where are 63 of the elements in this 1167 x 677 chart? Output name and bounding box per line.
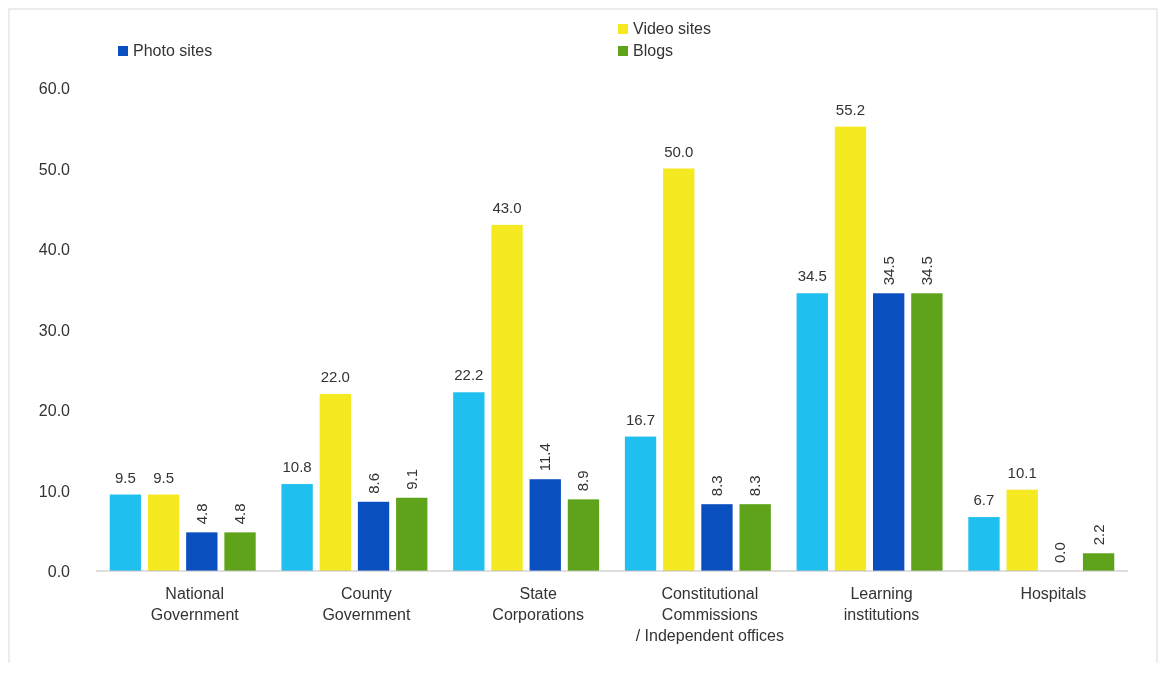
bar: [357, 501, 390, 571]
data-label: 8.6: [364, 472, 382, 494]
bar: [453, 392, 485, 571]
bar: [1082, 553, 1115, 571]
bar: [968, 517, 1000, 571]
x-tick-label: Constitutional Commissions / Independent offices: [635, 585, 784, 644]
bar: [796, 293, 828, 571]
data-label: 4.8: [192, 503, 210, 525]
x-tick-label: Learning institutions: [843, 585, 920, 623]
data-label: 10.8: [282, 458, 312, 476]
bar: [186, 532, 218, 571]
y-tick-label: 60.0: [38, 80, 71, 97]
data-label: 8.3: [707, 475, 725, 497]
data-label: 22.2: [454, 366, 484, 384]
bar: [109, 494, 142, 571]
bar: [529, 479, 561, 571]
bar: [911, 293, 943, 571]
y-tick-label: 0.0: [47, 563, 71, 580]
y-tick-label: 30.0: [38, 321, 71, 339]
bar: [281, 484, 313, 571]
legend-label: Video sites: [633, 20, 711, 37]
data-label: 0.0: [1051, 542, 1069, 563]
data-label: 9.1: [402, 468, 420, 490]
x-tick-label: Hospitals: [1020, 585, 1087, 602]
bar: [873, 293, 905, 571]
data-label: 34.5: [879, 256, 897, 286]
bar: [319, 393, 351, 571]
data-label: 6.7: [973, 491, 995, 509]
data-label: 43.0: [492, 198, 522, 216]
legend-label: Photo sites: [133, 42, 213, 59]
y-tick-label: 40.0: [38, 241, 71, 258]
bar: [147, 494, 180, 571]
x-tick-label: State Corporations: [492, 585, 584, 623]
bar: [491, 224, 523, 571]
bar: [567, 499, 600, 571]
bar: [624, 436, 657, 571]
y-tick-label: 50.0: [38, 160, 71, 178]
legend-label: Blogs: [633, 42, 674, 59]
bar: [663, 168, 695, 571]
data-label: 9.5: [114, 468, 136, 486]
data-label: 22.0: [320, 367, 350, 385]
data-label: 16.7: [625, 410, 656, 428]
data-label: 8.3: [746, 475, 764, 497]
data-label: 8.9: [574, 470, 592, 492]
data-label: 9.5: [153, 468, 175, 486]
bar: [1006, 489, 1038, 571]
y-tick-label: 20.0: [38, 402, 71, 419]
bar: [396, 497, 428, 571]
bar: [224, 532, 256, 571]
data-label: 50.0: [664, 142, 694, 160]
data-label: 11.4: [536, 443, 554, 472]
data-label: 4.8: [231, 503, 249, 525]
bar: [739, 504, 771, 571]
x-tick-label: County Government: [322, 585, 411, 623]
y-tick-label: 10.0: [38, 482, 71, 500]
x-tick-label: National Government: [150, 585, 240, 623]
data-label: 34.5: [797, 267, 827, 285]
data-label: 34.5: [917, 256, 935, 286]
data-label: 2.2: [1089, 524, 1107, 546]
data-label: 10.1: [1007, 463, 1037, 481]
bar: [834, 126, 867, 571]
data-label: 55.2: [835, 100, 866, 118]
bar: [701, 504, 733, 571]
